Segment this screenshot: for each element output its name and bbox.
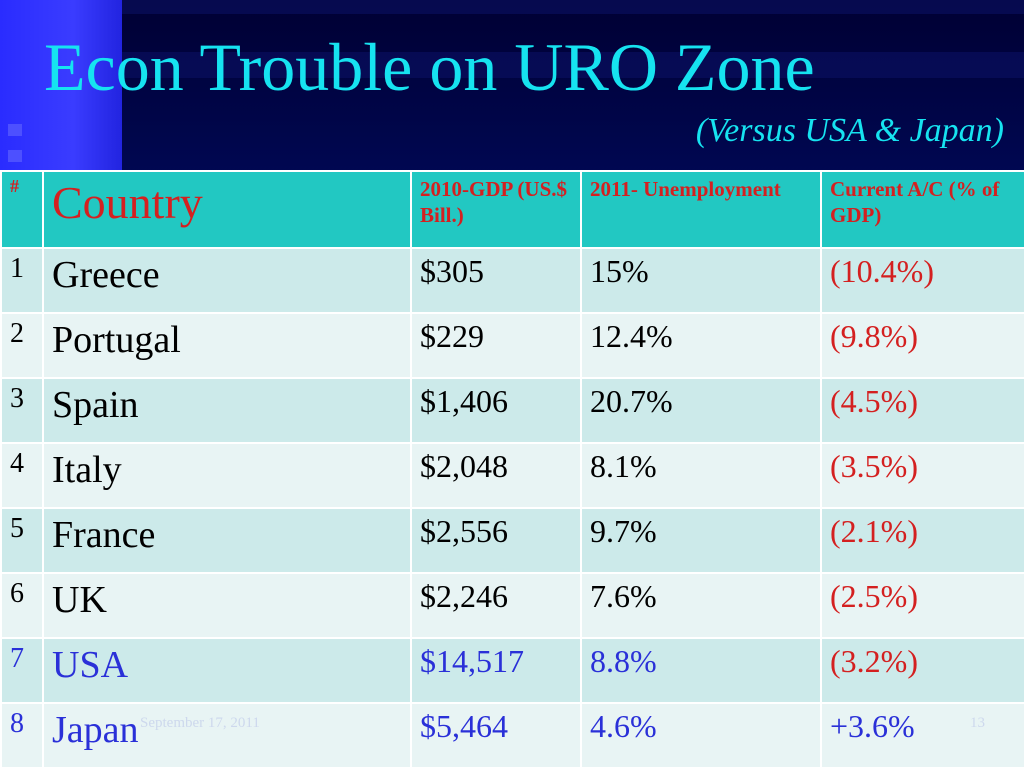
page-number: 13 bbox=[970, 715, 985, 731]
unemployment-cell: 7.6% bbox=[580, 572, 822, 639]
unemployment-cell: 20.7% bbox=[580, 377, 822, 444]
table-row: 5 France $2,556 9.7% (2.1%) bbox=[0, 507, 1024, 574]
country-cell: Spain bbox=[42, 377, 412, 444]
table-header-row: # Country 2010-GDP (US.$ Bill.) 2011- Un… bbox=[0, 170, 1024, 249]
current-account-cell: (9.8%) bbox=[820, 312, 1024, 379]
current-account-cell: (4.5%) bbox=[820, 377, 1024, 444]
header-current-account: Current A/C (% of GDP) bbox=[820, 170, 1024, 249]
unemployment-cell: 8.8% bbox=[580, 637, 822, 704]
country-cell: Italy bbox=[42, 442, 412, 509]
table-row: 6 UK $2,246 7.6% (2.5%) bbox=[0, 572, 1024, 639]
country-cell: USA bbox=[42, 637, 412, 704]
current-account-cell: (3.5%) bbox=[820, 442, 1024, 509]
unemployment-cell: 8.1% bbox=[580, 442, 822, 509]
current-account-cell: (10.4%) bbox=[820, 247, 1024, 314]
economic-comparison-table: # Country 2010-GDP (US.$ Bill.) 2011- Un… bbox=[0, 170, 1024, 769]
gdp-cell: $2,556 bbox=[410, 507, 582, 574]
table-row: 2 Portugal $229 12.4% (9.8%) bbox=[0, 312, 1024, 379]
table-row: 7 USA $14,517 8.8% (3.2%) bbox=[0, 637, 1024, 704]
gdp-cell: $2,048 bbox=[410, 442, 582, 509]
gdp-cell: $2,246 bbox=[410, 572, 582, 639]
gdp-cell: $229 bbox=[410, 312, 582, 379]
unemployment-cell: 4.6% bbox=[580, 702, 822, 769]
row-number: 1 bbox=[0, 247, 44, 314]
header-country: Country bbox=[42, 170, 412, 249]
gdp-cell: $5,464 bbox=[410, 702, 582, 769]
gdp-cell: $305 bbox=[410, 247, 582, 314]
unemployment-cell: 9.7% bbox=[580, 507, 822, 574]
background-band bbox=[122, 0, 1024, 14]
current-account-cell: (2.5%) bbox=[820, 572, 1024, 639]
decorative-square bbox=[8, 124, 22, 136]
row-number: 5 bbox=[0, 507, 44, 574]
row-number: 7 bbox=[0, 637, 44, 704]
decorative-square bbox=[8, 150, 22, 162]
country-cell: Greece bbox=[42, 247, 412, 314]
table-row: 3 Spain $1,406 20.7% (4.5%) bbox=[0, 377, 1024, 444]
gdp-cell: $1,406 bbox=[410, 377, 582, 444]
row-number: 2 bbox=[0, 312, 44, 379]
row-number: 6 bbox=[0, 572, 44, 639]
country-cell: UK bbox=[42, 572, 412, 639]
table-row: 4 Italy $2,048 8.1% (3.5%) bbox=[0, 442, 1024, 509]
current-account-cell: (2.1%) bbox=[820, 507, 1024, 574]
row-number: 3 bbox=[0, 377, 44, 444]
gdp-cell: $14,517 bbox=[410, 637, 582, 704]
current-account-cell: +3.6% bbox=[820, 702, 1024, 769]
unemployment-cell: 15% bbox=[580, 247, 822, 314]
country-cell: Japan bbox=[42, 702, 412, 769]
header-number: # bbox=[0, 170, 44, 249]
footer-date: September 17, 2011 bbox=[140, 715, 260, 731]
background-accent-block bbox=[0, 0, 122, 170]
row-number: 8 bbox=[0, 702, 44, 769]
current-account-cell: (3.2%) bbox=[820, 637, 1024, 704]
unemployment-cell: 12.4% bbox=[580, 312, 822, 379]
row-number: 4 bbox=[0, 442, 44, 509]
background-band bbox=[122, 52, 1024, 78]
country-cell: Portugal bbox=[42, 312, 412, 379]
country-cell: France bbox=[42, 507, 412, 574]
header-unemployment: 2011- Unemployment bbox=[580, 170, 822, 249]
slide-title: Econ Trouble on URO Zone bbox=[44, 29, 815, 105]
table-row: 8 Japan $5,464 4.6% +3.6% bbox=[0, 702, 1024, 769]
header-gdp: 2010-GDP (US.$ Bill.) bbox=[410, 170, 582, 249]
table-row: 1 Greece $305 15% (10.4%) bbox=[0, 247, 1024, 314]
slide-subtitle: (Versus USA & Japan) bbox=[695, 112, 1004, 149]
